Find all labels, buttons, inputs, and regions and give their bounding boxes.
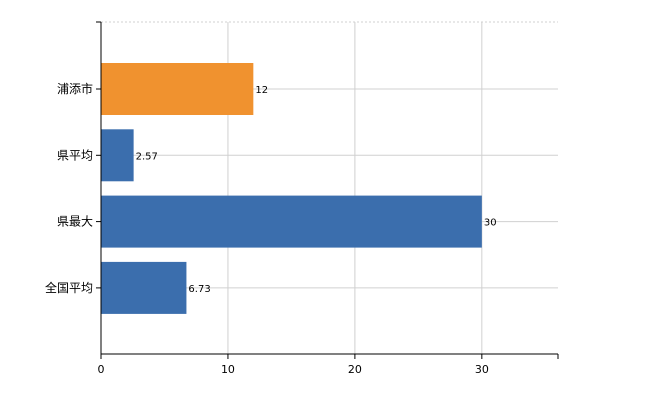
x-tick-label-1: 10: [221, 363, 235, 376]
data-label-3: 6.73: [188, 284, 210, 295]
data-label-1: 2.57: [136, 151, 158, 162]
data-label-0: 12: [255, 85, 268, 96]
x-tick-label-2: 20: [348, 363, 362, 376]
category-label-2: 県最大: [57, 215, 93, 229]
category-label-1: 県平均: [57, 148, 93, 162]
bar-2: [101, 195, 482, 248]
bar-3: [101, 261, 187, 314]
data-label-2: 30: [484, 218, 497, 229]
bar-0: [101, 63, 254, 115]
x-tick-label-0: 0: [98, 363, 105, 376]
bar-layer: [101, 63, 482, 314]
axis-layer: [96, 21, 559, 359]
bar-1: [101, 129, 134, 182]
category-label-3: 全国平均: [45, 280, 93, 295]
x-tick-label-3: 30: [475, 363, 489, 376]
category-label-0: 浦添市: [57, 81, 93, 96]
